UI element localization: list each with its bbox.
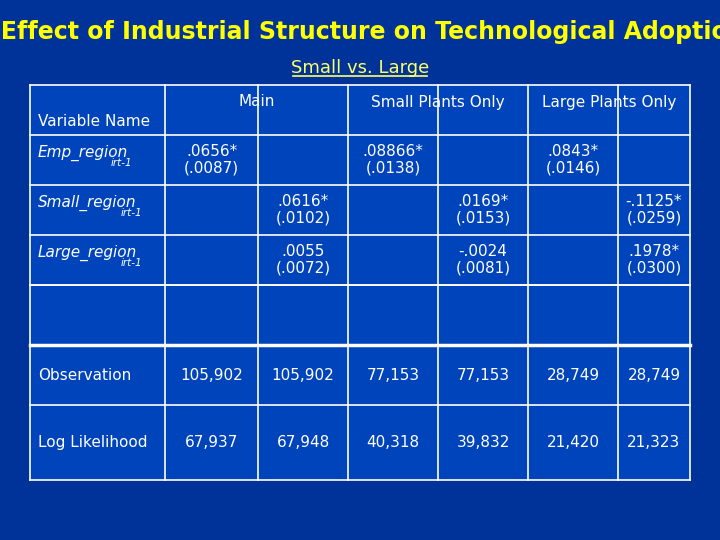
Text: irt-1: irt-1 — [121, 258, 143, 268]
Text: (.0072): (.0072) — [276, 260, 330, 275]
Text: (.0102): (.0102) — [276, 211, 330, 226]
Text: (.0138): (.0138) — [365, 160, 420, 176]
Text: Observation: Observation — [38, 368, 131, 382]
Bar — [30, 85, 690, 480]
Text: (.0153): (.0153) — [455, 211, 510, 226]
Text: Small Plants Only: Small Plants Only — [372, 94, 505, 110]
Text: (.0300): (.0300) — [626, 260, 682, 275]
Text: .0055: .0055 — [282, 245, 325, 260]
Text: Main: Main — [238, 94, 275, 110]
Text: 105,902: 105,902 — [180, 368, 243, 382]
Text: .1978*: .1978* — [629, 245, 680, 260]
Text: .0656*: .0656* — [186, 145, 237, 159]
Text: 21,323: 21,323 — [627, 435, 680, 450]
Text: 28,749: 28,749 — [546, 368, 600, 382]
Text: -.1125*: -.1125* — [626, 194, 683, 210]
Text: I. Effect of Industrial Structure on Technological Adoption: I. Effect of Industrial Structure on Tec… — [0, 20, 720, 44]
Text: 105,902: 105,902 — [271, 368, 334, 382]
Text: Small vs. Large: Small vs. Large — [291, 59, 429, 77]
Text: 67,948: 67,948 — [276, 435, 330, 450]
Text: Variable Name: Variable Name — [38, 114, 150, 129]
Text: irt-1: irt-1 — [111, 158, 132, 168]
Text: Small_region: Small_region — [38, 195, 137, 211]
Text: .0843*: .0843* — [547, 145, 598, 159]
Text: Large_region: Large_region — [38, 245, 138, 261]
Text: (.0087): (.0087) — [184, 160, 239, 176]
Text: -.0024: -.0024 — [459, 245, 508, 260]
Text: (.0259): (.0259) — [626, 211, 682, 226]
Text: 40,318: 40,318 — [366, 435, 420, 450]
Text: (.0146): (.0146) — [545, 160, 600, 176]
Text: 77,153: 77,153 — [366, 368, 420, 382]
Text: Log Likelihood: Log Likelihood — [38, 435, 148, 450]
Text: 67,937: 67,937 — [185, 435, 238, 450]
Text: irt-1: irt-1 — [121, 208, 143, 218]
Text: .0169*: .0169* — [457, 194, 508, 210]
Text: Emp_region: Emp_region — [38, 145, 128, 161]
Text: .08866*: .08866* — [363, 145, 423, 159]
Text: 39,832: 39,832 — [456, 435, 510, 450]
Text: (.0081): (.0081) — [456, 260, 510, 275]
Text: 77,153: 77,153 — [456, 368, 510, 382]
Text: Large Plants Only: Large Plants Only — [542, 94, 676, 110]
Text: 28,749: 28,749 — [627, 368, 680, 382]
Text: 21,420: 21,420 — [546, 435, 600, 450]
Text: .0616*: .0616* — [277, 194, 328, 210]
